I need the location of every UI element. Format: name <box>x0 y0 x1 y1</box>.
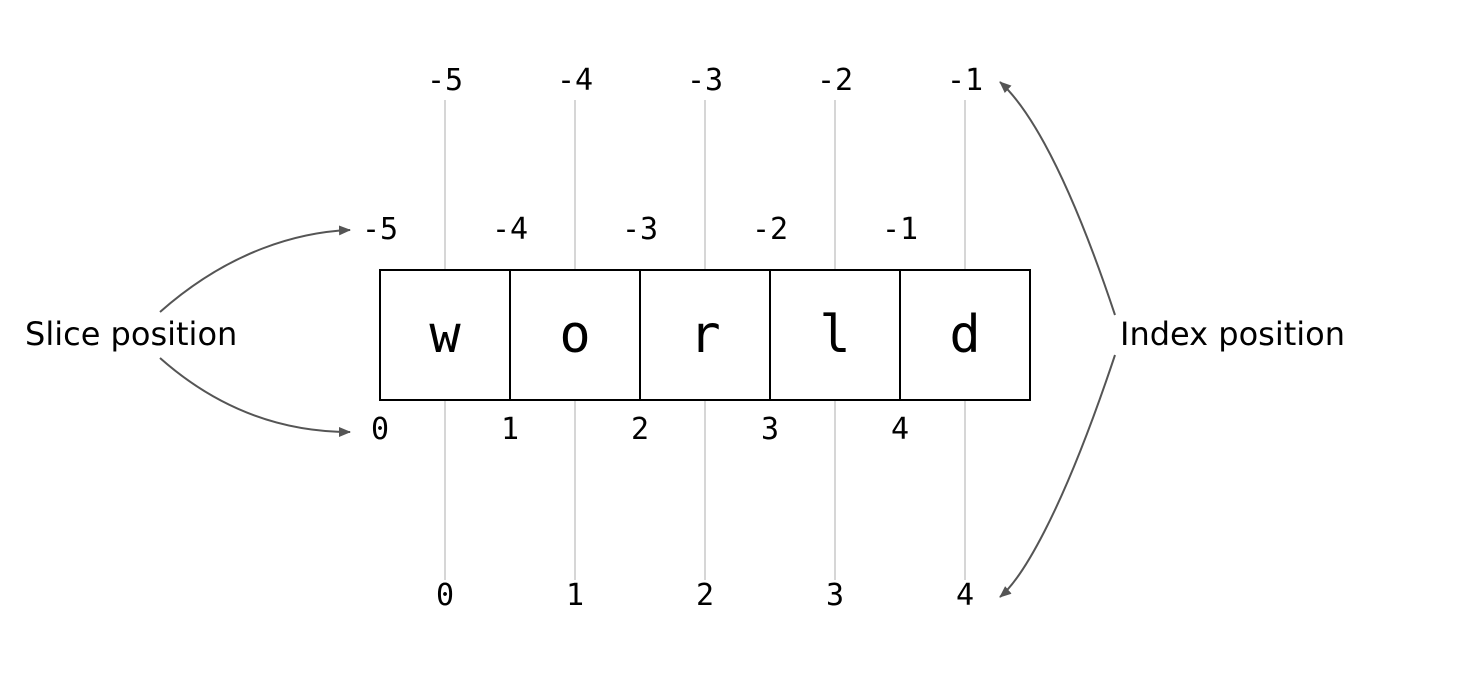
slice-neg-label: -3 <box>622 212 658 247</box>
slice-pos-label: 0 <box>371 412 389 447</box>
cell-letter: r <box>689 305 720 365</box>
slice-arrow-top <box>160 230 350 312</box>
slice-pos-label: 1 <box>501 412 519 447</box>
index-neg-label: -4 <box>557 63 593 98</box>
index-neg-label: -5 <box>427 63 463 98</box>
slice-neg-label: -5 <box>362 212 398 247</box>
index-arrow-top <box>1000 82 1115 315</box>
index-pos-label: 4 <box>956 578 974 613</box>
slice-neg-label: -4 <box>492 212 528 247</box>
slice-position-label: Slice position <box>25 315 237 353</box>
slice-pos-label: 2 <box>631 412 649 447</box>
index-arrow-bottom <box>1000 355 1115 597</box>
slice-arrow-bottom <box>160 358 350 432</box>
cell-letter: o <box>559 305 590 365</box>
index-pos-label: 0 <box>436 578 454 613</box>
index-neg-label: -2 <box>817 63 853 98</box>
slice-pos-label: 4 <box>891 412 909 447</box>
cell-letter: l <box>819 305 850 365</box>
cell-letter: d <box>949 305 980 365</box>
index-neg-label: -3 <box>687 63 723 98</box>
slice-pos-label: 3 <box>761 412 779 447</box>
index-pos-label: 3 <box>826 578 844 613</box>
index-neg-label: -1 <box>947 63 983 98</box>
index-position-label: Index position <box>1120 315 1345 353</box>
slice-neg-label: -2 <box>752 212 788 247</box>
index-pos-label: 1 <box>566 578 584 613</box>
cell-letter: w <box>429 305 461 365</box>
slice-neg-label: -1 <box>882 212 918 247</box>
index-pos-label: 2 <box>696 578 714 613</box>
